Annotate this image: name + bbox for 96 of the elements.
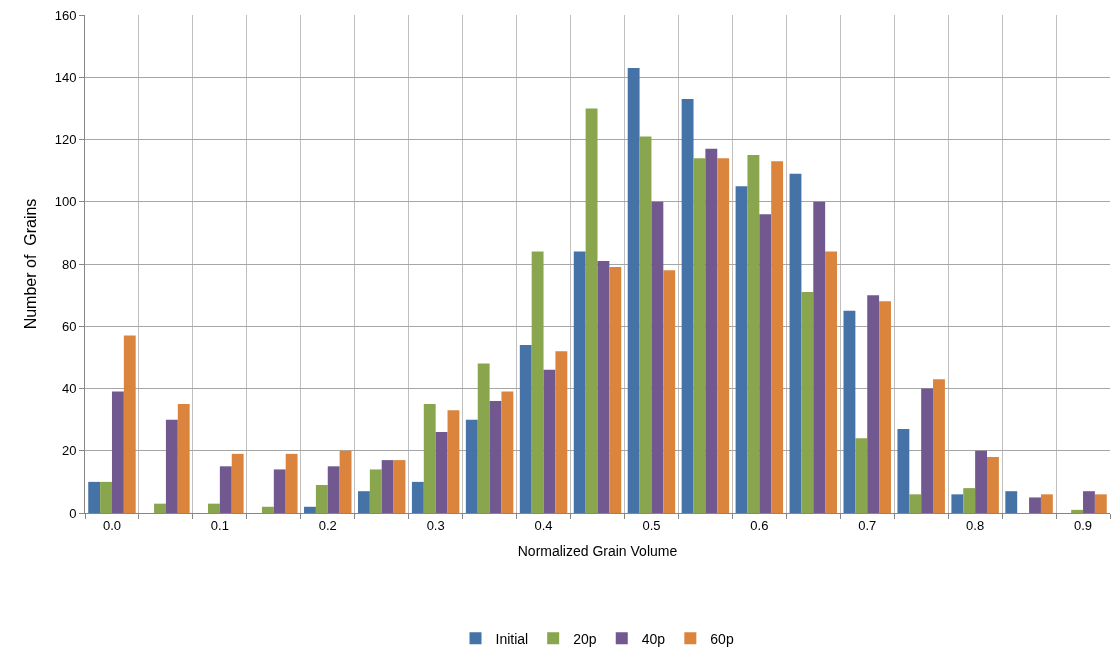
bar <box>177 404 190 513</box>
y-tick-label: 60 <box>61 318 77 334</box>
bar <box>735 186 748 513</box>
bar <box>327 466 340 513</box>
bar <box>801 292 814 513</box>
bar <box>1071 509 1084 513</box>
bar <box>381 460 394 513</box>
bar <box>771 161 784 513</box>
bar <box>285 453 298 513</box>
bar <box>963 488 976 513</box>
bar <box>1005 491 1018 513</box>
bar <box>423 404 436 513</box>
bar <box>1029 497 1041 513</box>
bar <box>111 391 124 513</box>
x-tick-label: 0.2 <box>318 517 337 533</box>
y-tick-label: 0 <box>69 505 77 521</box>
bar <box>843 310 856 513</box>
bar <box>543 369 556 513</box>
bar <box>909 494 922 513</box>
bar <box>261 506 274 513</box>
y-tick-label: 160 <box>54 7 77 23</box>
bar <box>651 201 664 513</box>
bar <box>357 491 370 513</box>
bar <box>393 460 406 513</box>
bar <box>531 251 544 513</box>
bar <box>825 251 838 513</box>
y-tick-label: 80 <box>61 256 77 272</box>
y-tick-label: 40 <box>61 381 77 397</box>
x-tick-label: 0.3 <box>426 517 445 533</box>
x-tick-label: 0.8 <box>966 517 985 533</box>
bar <box>987 456 999 513</box>
bar <box>921 388 934 513</box>
x-tick-label: 0.4 <box>534 517 553 533</box>
x-tick-label: 0.5 <box>642 517 661 533</box>
y-tick-label: 100 <box>54 194 77 210</box>
bar <box>975 450 987 513</box>
bar <box>759 214 772 513</box>
x-tick-label: 0.1 <box>210 517 229 533</box>
bar <box>501 391 514 513</box>
bar <box>477 363 490 513</box>
bar <box>304 506 316 513</box>
x-tick-label: 0.9 <box>1073 517 1093 533</box>
bar <box>208 503 220 513</box>
bar <box>681 99 694 513</box>
bar <box>154 503 166 513</box>
legend-label: Initial <box>495 630 529 647</box>
bar <box>951 494 964 513</box>
bar <box>165 419 178 513</box>
bar <box>465 419 478 513</box>
bar <box>123 335 136 513</box>
bar <box>705 148 718 513</box>
x-axis-title: Normalized Grain Volume <box>517 542 678 559</box>
bar <box>639 136 652 513</box>
bar <box>585 108 598 513</box>
bar <box>693 158 706 513</box>
bar <box>789 173 802 513</box>
bar <box>597 260 610 513</box>
bar <box>489 400 502 513</box>
bar <box>747 155 760 513</box>
bar <box>519 344 532 513</box>
bar <box>1094 494 1107 513</box>
bar <box>627 67 640 513</box>
bar <box>933 379 945 513</box>
legend-label: 20p <box>573 630 597 647</box>
y-tick-label: 140 <box>54 69 77 85</box>
y-axis-title: Number of Grains <box>21 198 39 330</box>
bar <box>555 351 568 513</box>
bar <box>1040 494 1053 513</box>
bar <box>855 438 868 513</box>
x-tick-label: 0.0 <box>102 517 122 533</box>
bar <box>447 410 460 513</box>
legend-label: 40p <box>641 630 666 647</box>
bar <box>231 453 244 513</box>
bar <box>315 484 328 513</box>
bar <box>879 301 891 513</box>
bar <box>411 481 424 513</box>
bar <box>663 270 676 513</box>
bar <box>897 428 910 513</box>
bar <box>100 481 112 513</box>
bar <box>573 251 586 513</box>
bar <box>273 469 286 513</box>
bar <box>219 466 232 513</box>
y-tick-label: 20 <box>61 443 77 459</box>
bar <box>1083 491 1095 513</box>
x-tick-label: 0.6 <box>750 517 769 533</box>
bar <box>88 481 101 513</box>
bar <box>813 201 826 513</box>
bar <box>369 469 382 513</box>
bar <box>609 267 622 513</box>
legend-label: 60p <box>710 630 734 647</box>
bar <box>717 158 730 513</box>
x-tick-label: 0.7 <box>858 517 877 533</box>
bar <box>435 432 448 513</box>
bar <box>867 295 880 513</box>
bar <box>339 450 352 513</box>
y-tick-label: 120 <box>54 132 77 148</box>
